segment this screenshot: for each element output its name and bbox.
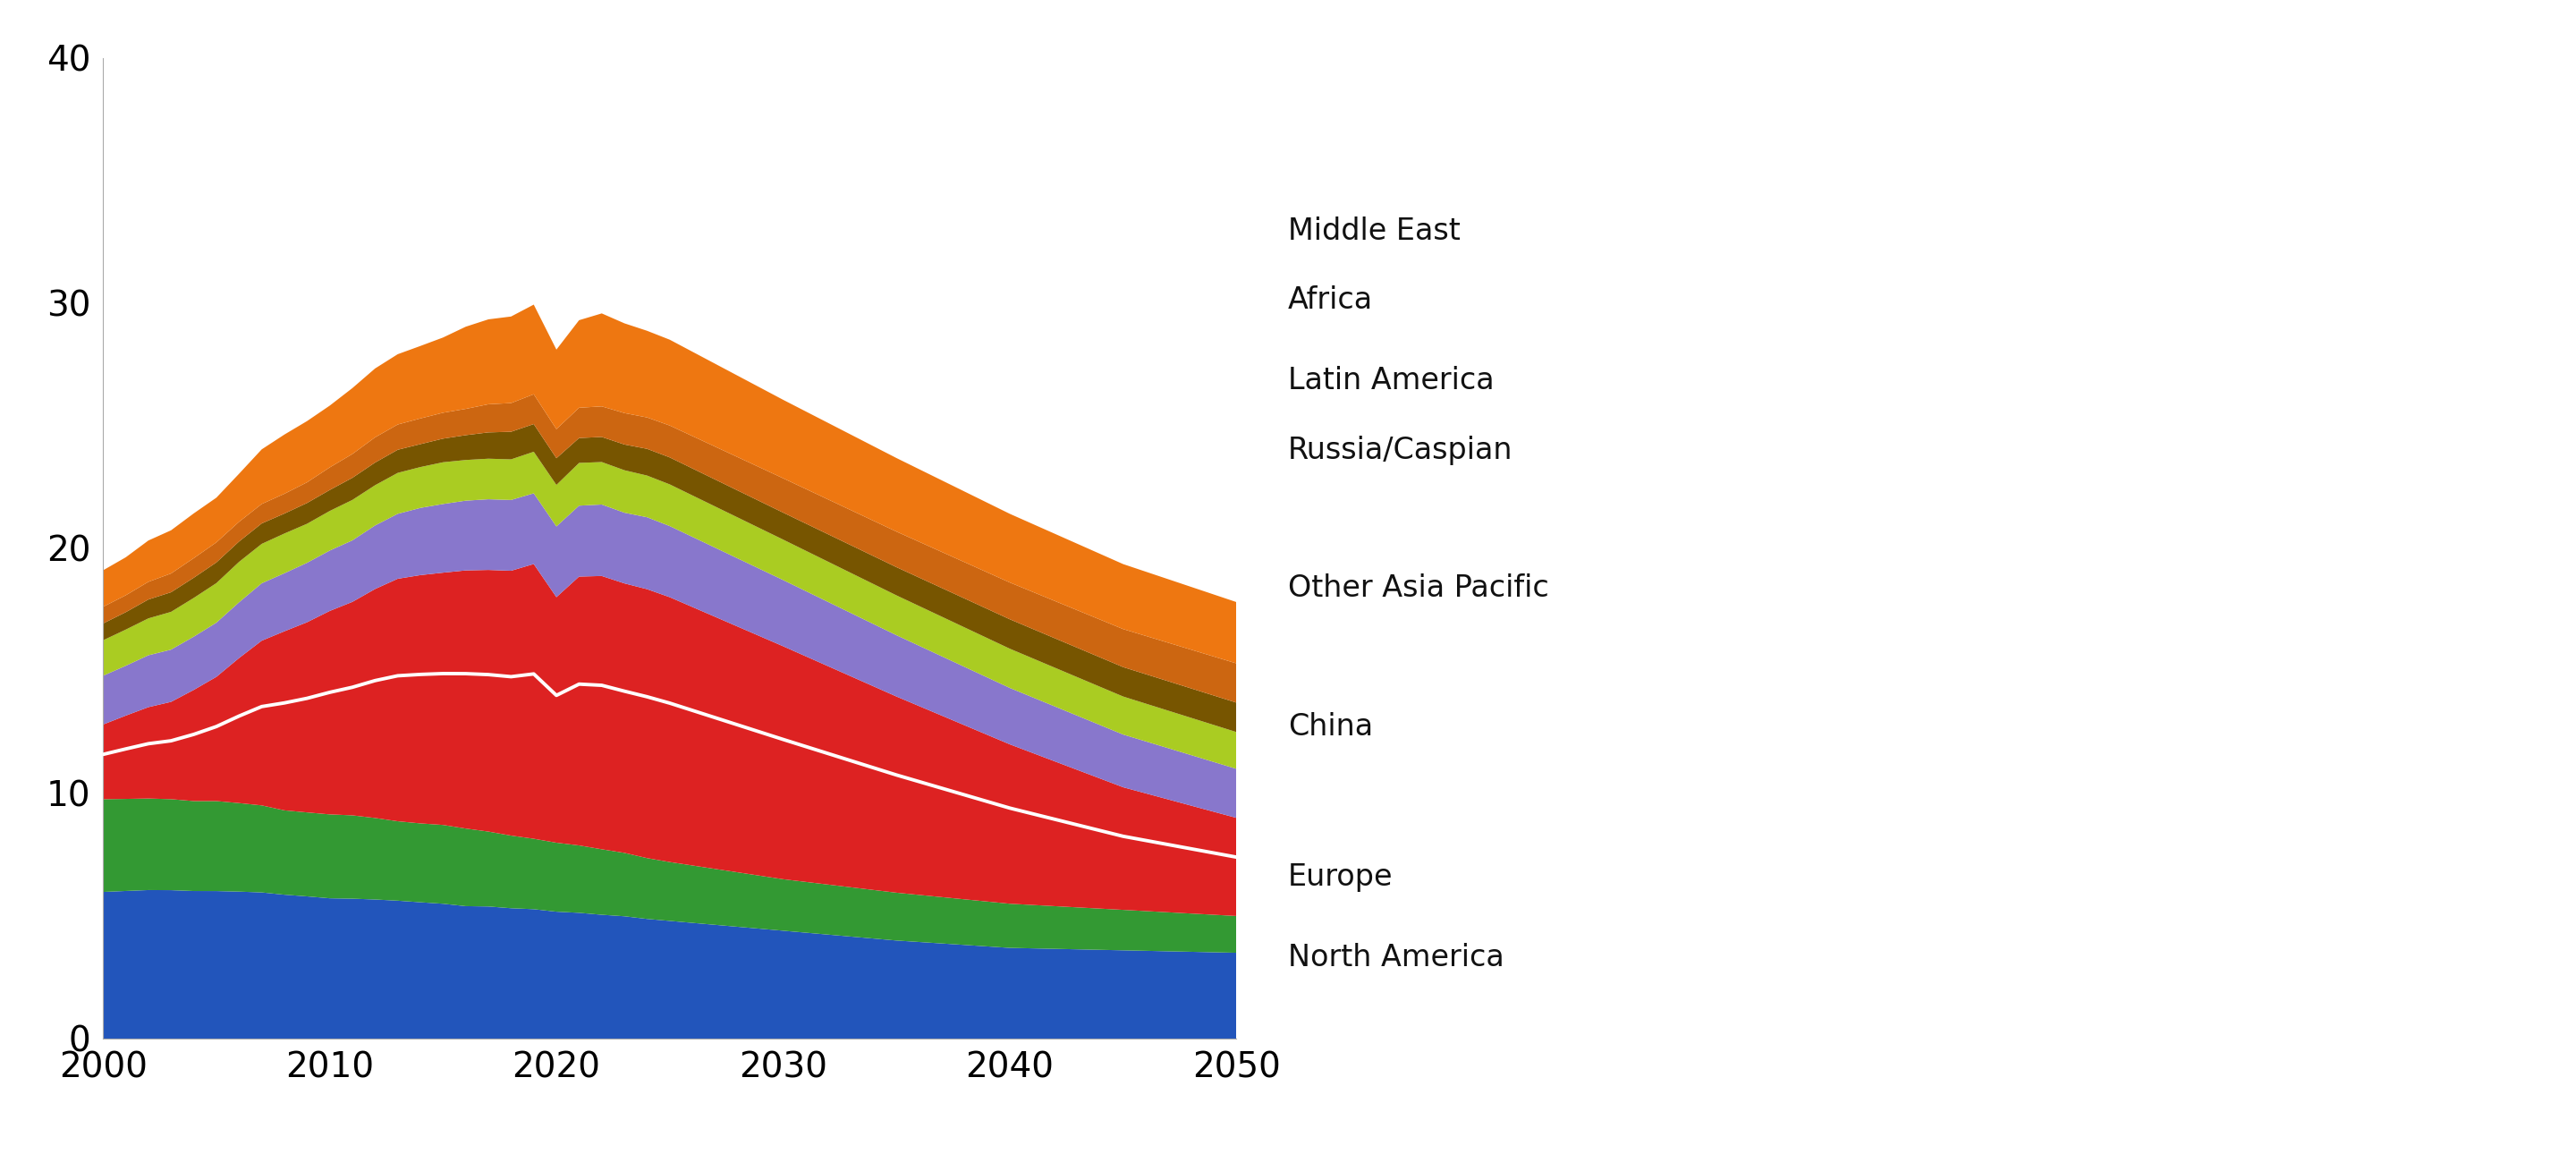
Text: North America: North America	[1288, 943, 1504, 973]
Text: Middle East: Middle East	[1288, 216, 1461, 246]
Text: China: China	[1288, 712, 1373, 742]
Text: Other Asia Pacific: Other Asia Pacific	[1288, 574, 1548, 604]
Text: Latin America: Latin America	[1288, 366, 1494, 396]
Text: Europe: Europe	[1288, 862, 1394, 892]
Text: Russia/Caspian: Russia/Caspian	[1288, 435, 1512, 465]
Text: Africa: Africa	[1288, 285, 1373, 315]
